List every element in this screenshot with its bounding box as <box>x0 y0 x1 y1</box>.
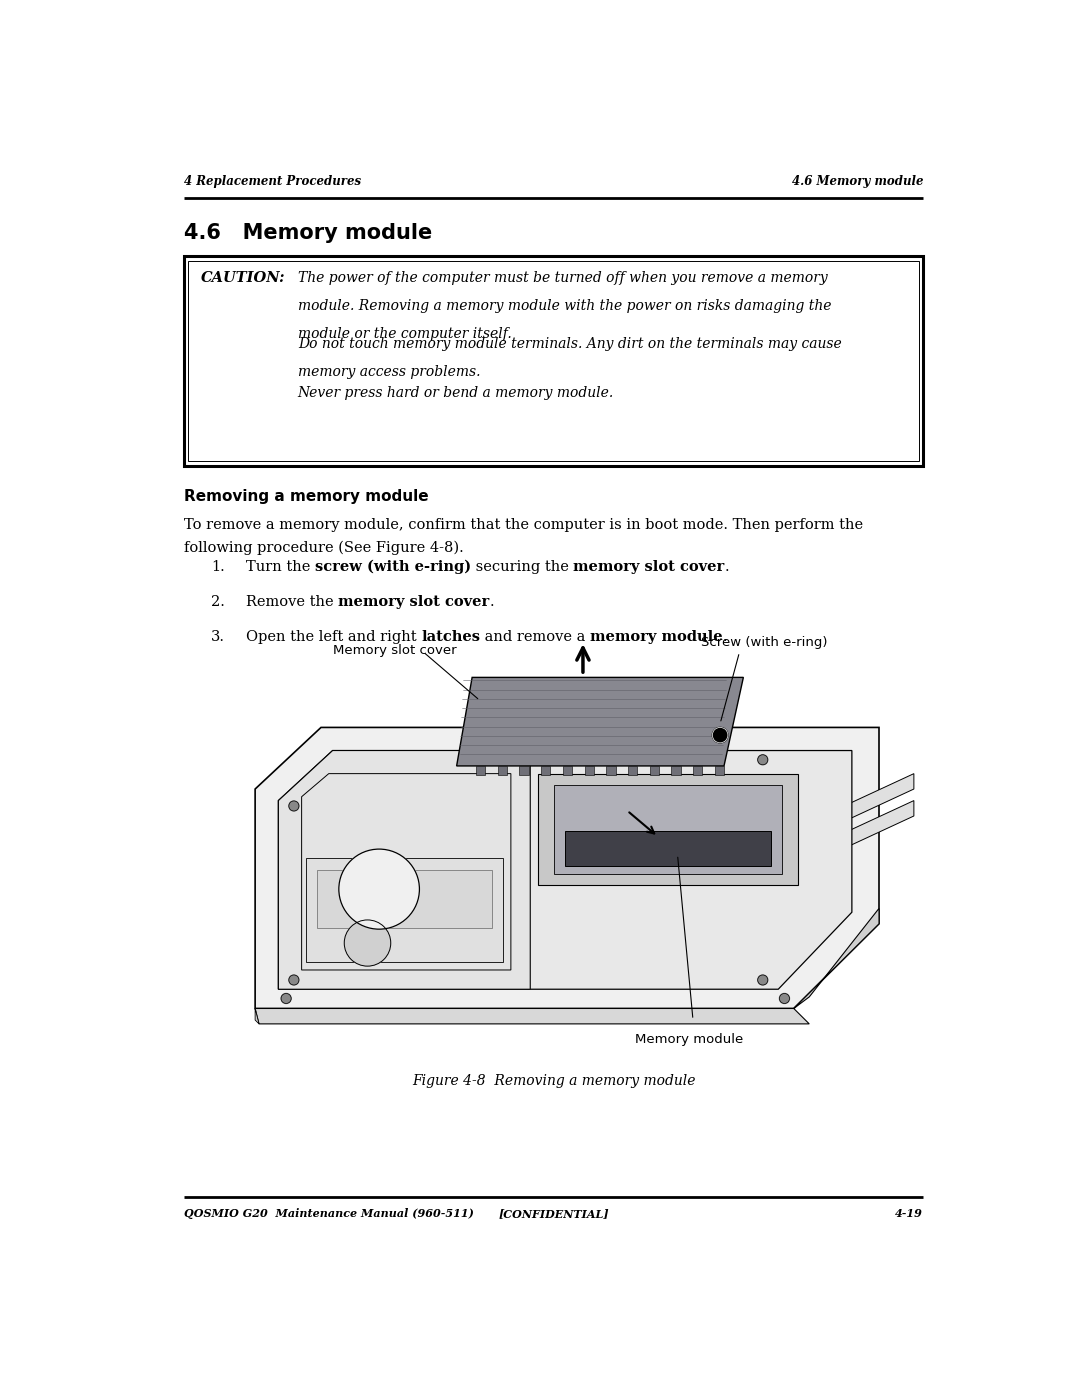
Polygon shape <box>672 766 680 775</box>
Polygon shape <box>554 785 782 873</box>
Text: memory slot cover: memory slot cover <box>338 595 489 609</box>
Circle shape <box>345 921 391 967</box>
Polygon shape <box>519 766 529 775</box>
Polygon shape <box>498 766 507 775</box>
Polygon shape <box>541 766 551 775</box>
Text: [CONFIDENTIAL]: [CONFIDENTIAL] <box>498 1208 609 1220</box>
Polygon shape <box>627 766 637 775</box>
Polygon shape <box>318 870 491 928</box>
Text: latches: latches <box>421 630 481 644</box>
Text: The power of the computer must be turned off when you remove a memory: The power of the computer must be turned… <box>298 271 827 285</box>
Bar <box>184 256 923 465</box>
Text: Turn the: Turn the <box>246 560 315 574</box>
Polygon shape <box>279 750 852 989</box>
Polygon shape <box>538 774 798 886</box>
Polygon shape <box>649 766 659 775</box>
Text: memory module: memory module <box>590 630 723 644</box>
Polygon shape <box>255 1009 259 1024</box>
Text: CAUTION:: CAUTION: <box>201 271 285 285</box>
Polygon shape <box>255 728 879 1009</box>
Circle shape <box>713 728 728 743</box>
Text: To remove a memory module, confirm that the computer is in boot mode. Then perfo: To remove a memory module, confirm that … <box>184 518 863 532</box>
Polygon shape <box>798 774 914 842</box>
Text: memory access problems.: memory access problems. <box>298 365 481 379</box>
Polygon shape <box>693 766 702 775</box>
Text: .: . <box>489 595 494 609</box>
Text: 3.: 3. <box>211 630 225 644</box>
Polygon shape <box>457 678 743 766</box>
Polygon shape <box>584 766 594 775</box>
Circle shape <box>780 993 789 1003</box>
Polygon shape <box>794 908 879 1009</box>
Polygon shape <box>798 800 914 870</box>
Circle shape <box>758 754 768 764</box>
Polygon shape <box>255 1009 809 1024</box>
Polygon shape <box>306 858 503 963</box>
Text: Figure 4-8  Removing a memory module: Figure 4-8 Removing a memory module <box>411 1074 696 1088</box>
Polygon shape <box>279 750 530 989</box>
Circle shape <box>288 975 299 985</box>
Text: Open the left and right: Open the left and right <box>246 630 421 644</box>
Circle shape <box>339 849 419 929</box>
Text: Do not touch memory module terminals. Any dirt on the terminals may cause: Do not touch memory module terminals. An… <box>298 337 841 351</box>
Text: screw (with e-ring): screw (with e-ring) <box>315 560 471 574</box>
Text: Memory module: Memory module <box>635 1032 743 1046</box>
Text: .: . <box>723 630 727 644</box>
Text: Memory slot cover: Memory slot cover <box>333 644 456 657</box>
Text: Remove the: Remove the <box>246 595 338 609</box>
Circle shape <box>288 800 299 812</box>
Text: QOSMIO G20  Maintenance Manual (960-511): QOSMIO G20 Maintenance Manual (960-511) <box>184 1208 474 1220</box>
Text: 4 Replacement Procedures: 4 Replacement Procedures <box>184 176 361 189</box>
Text: Never press hard or bend a memory module.: Never press hard or bend a memory module… <box>298 386 615 400</box>
Text: 4-19: 4-19 <box>895 1208 923 1220</box>
Text: .: . <box>725 560 729 574</box>
Text: 4.6   Memory module: 4.6 Memory module <box>184 224 432 243</box>
Text: 2.: 2. <box>211 595 225 609</box>
Bar <box>189 261 918 461</box>
Polygon shape <box>476 766 485 775</box>
Text: module or the computer itself.: module or the computer itself. <box>298 327 512 341</box>
Polygon shape <box>715 766 724 775</box>
Text: 1.: 1. <box>211 560 225 574</box>
Circle shape <box>281 993 292 1003</box>
Text: Removing a memory module: Removing a memory module <box>184 489 429 504</box>
Text: securing the: securing the <box>471 560 573 574</box>
Polygon shape <box>563 766 572 775</box>
Text: memory slot cover: memory slot cover <box>573 560 725 574</box>
Polygon shape <box>606 766 616 775</box>
Polygon shape <box>565 831 770 866</box>
Text: module. Removing a memory module with the power on risks damaging the: module. Removing a memory module with th… <box>298 299 832 313</box>
Text: following procedure (See Figure 4-8).: following procedure (See Figure 4-8). <box>184 541 463 556</box>
Text: Screw (with e-ring): Screw (with e-ring) <box>701 636 827 650</box>
Text: 4.6 Memory module: 4.6 Memory module <box>792 176 923 189</box>
Text: and remove a: and remove a <box>481 630 590 644</box>
Circle shape <box>758 975 768 985</box>
